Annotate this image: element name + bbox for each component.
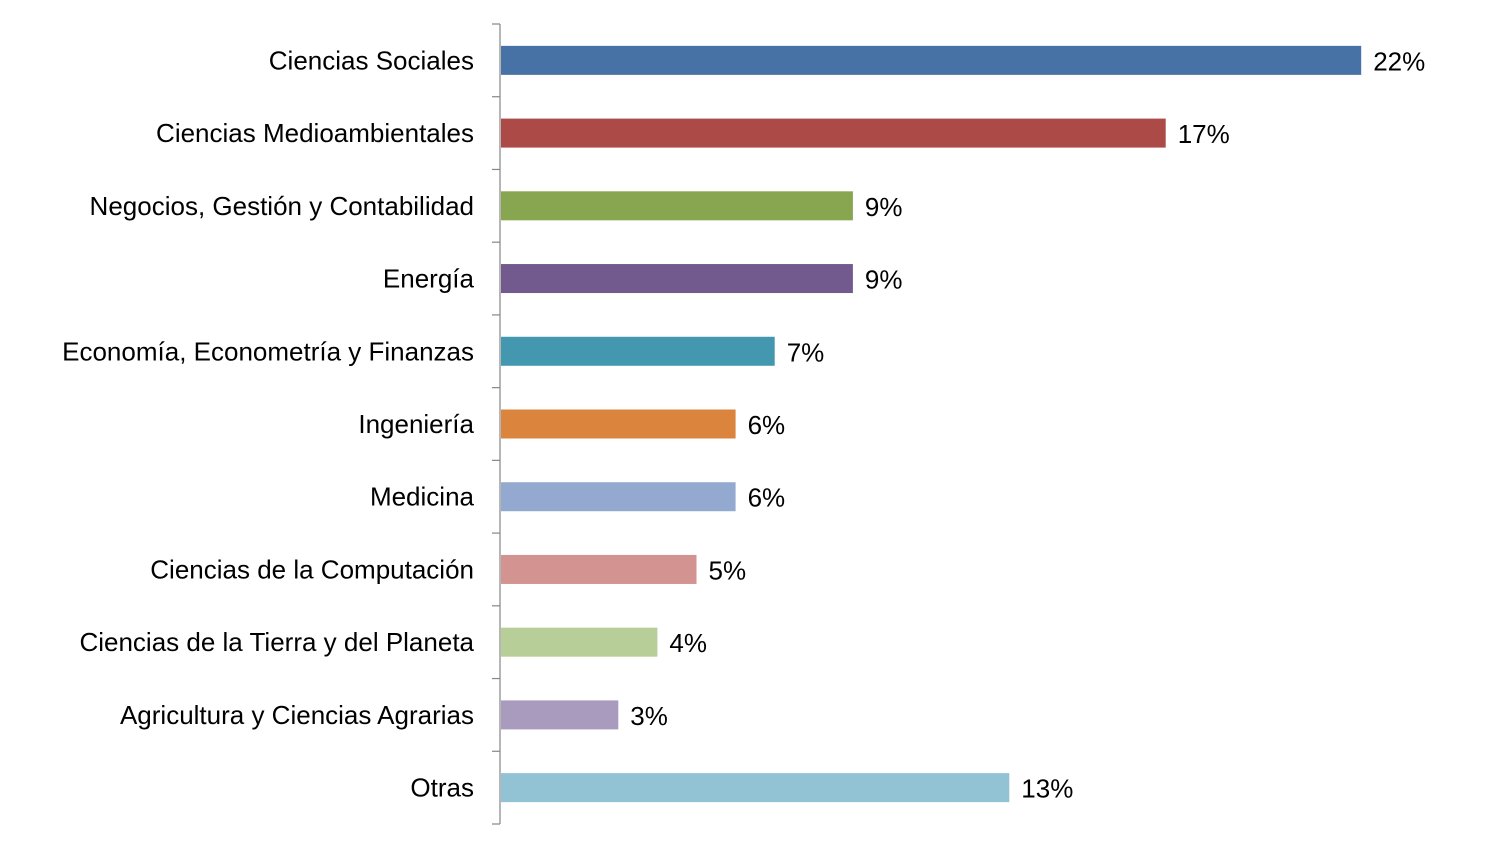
bar	[501, 118, 1166, 148]
category-label: Ciencias de la Computación	[150, 554, 474, 584]
bar	[501, 627, 658, 657]
bar	[501, 700, 619, 730]
value-label: 9%	[865, 192, 903, 222]
category-label: Economía, Econometría y Finanzas	[62, 336, 474, 366]
category-label: Ingeniería	[358, 409, 474, 439]
category-label: Ciencias Sociales	[269, 45, 474, 75]
value-label: 17%	[1178, 119, 1230, 149]
bar	[501, 336, 775, 366]
bar	[501, 264, 853, 294]
value-label: 22%	[1373, 46, 1425, 76]
bar	[501, 482, 736, 512]
category-label: Agricultura y Ciencias Agrarias	[120, 700, 474, 730]
value-label: 5%	[709, 555, 747, 585]
bar	[501, 191, 853, 221]
axis-layer	[492, 23, 501, 825]
bar	[501, 45, 1362, 75]
value-label: 3%	[630, 701, 668, 731]
value-label: 4%	[669, 628, 707, 658]
value-label: 9%	[865, 265, 903, 295]
category-label: Medicina	[370, 482, 475, 512]
value-label: 6%	[748, 483, 786, 513]
category-label: Negocios, Gestión y Contabilidad	[90, 191, 474, 221]
label-layer: Ciencias Sociales 22% Ciencias Medioambien…	[62, 45, 1425, 803]
category-label: Ciencias de la Tierra y del Planeta	[79, 627, 474, 657]
value-label: 13%	[1021, 774, 1073, 804]
value-label: 7%	[787, 337, 825, 367]
value-label: 6%	[748, 410, 786, 440]
bar	[501, 409, 736, 439]
category-label: Otras	[410, 773, 474, 803]
category-label: Energía	[383, 264, 475, 294]
bar-layer	[501, 45, 1362, 803]
bar	[501, 773, 1010, 803]
category-label: Ciencias Medioambientales	[156, 118, 474, 148]
bar	[501, 554, 697, 584]
